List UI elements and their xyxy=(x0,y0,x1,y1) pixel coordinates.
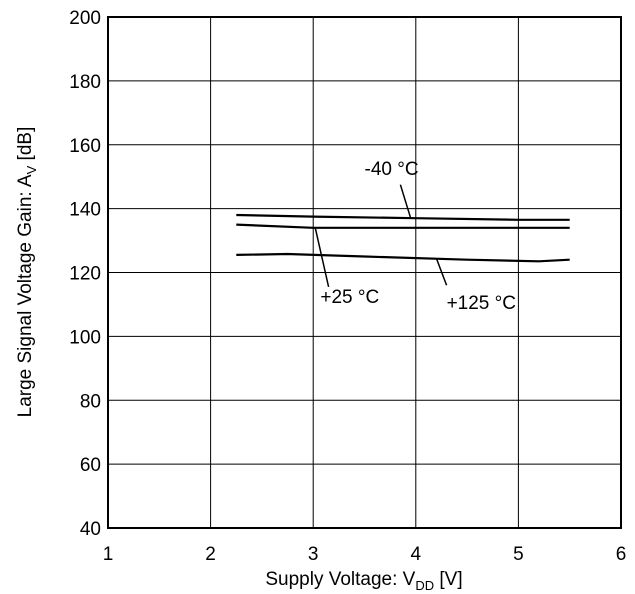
x-axis-label-sub: DD xyxy=(415,578,434,593)
y-tick-label-1: 60 xyxy=(80,455,101,476)
x-tick-label-3: 4 xyxy=(411,544,422,565)
x-tick-label-2: 3 xyxy=(308,544,319,565)
y-axis-label-unit: [dB] xyxy=(15,127,36,166)
series-line-0 xyxy=(236,213,570,221)
series-label-1: +25 °C xyxy=(320,287,379,308)
series-leader-2 xyxy=(435,257,448,286)
y-tick-label-0: 40 xyxy=(80,519,101,540)
x-axis-label-main: Supply Voltage: V xyxy=(265,569,415,590)
series-label-0: -40 °C xyxy=(365,159,419,180)
y-tick-label-8: 200 xyxy=(69,8,101,29)
tick-labels: 1 2 3 4 5 6 40 60 80 100 120 140 160 180 200 xyxy=(69,8,626,565)
series-group xyxy=(236,213,570,263)
plot-frame xyxy=(107,16,622,529)
x-tick-label-1: 2 xyxy=(205,544,216,565)
series-line-2 xyxy=(236,252,570,263)
y-axis-label-sub: V xyxy=(24,165,39,174)
y-tick-label-3: 100 xyxy=(69,327,101,348)
x-axis-label-unit: [V] xyxy=(434,569,463,590)
y-tick-label-6: 160 xyxy=(69,136,101,157)
x-tick-label-4: 5 xyxy=(513,544,524,565)
x-tick-label-0: 1 xyxy=(103,544,114,565)
x-tick-label-5: 6 xyxy=(616,544,627,565)
y-tick-label-5: 140 xyxy=(69,200,101,221)
y-tick-label-4: 120 xyxy=(69,264,101,285)
series-label-2: +125 °C xyxy=(447,293,516,314)
y-tick-label-7: 180 xyxy=(69,72,101,93)
y-axis-label: Large Signal Voltage Gain: AV [dB] xyxy=(15,127,39,418)
series-line-1 xyxy=(236,223,570,229)
x-axis-label: Supply Voltage: VDD [V] xyxy=(265,569,462,593)
series-annotations: -40 °C +25 °C +125 °C xyxy=(314,159,516,314)
series-leader-0 xyxy=(399,184,412,219)
y-tick-label-2: 80 xyxy=(80,391,101,412)
series-leader-1 xyxy=(314,227,330,288)
grid-lines xyxy=(108,17,621,528)
y-axis-label-main: Large Signal Voltage Gain: A xyxy=(15,174,36,417)
